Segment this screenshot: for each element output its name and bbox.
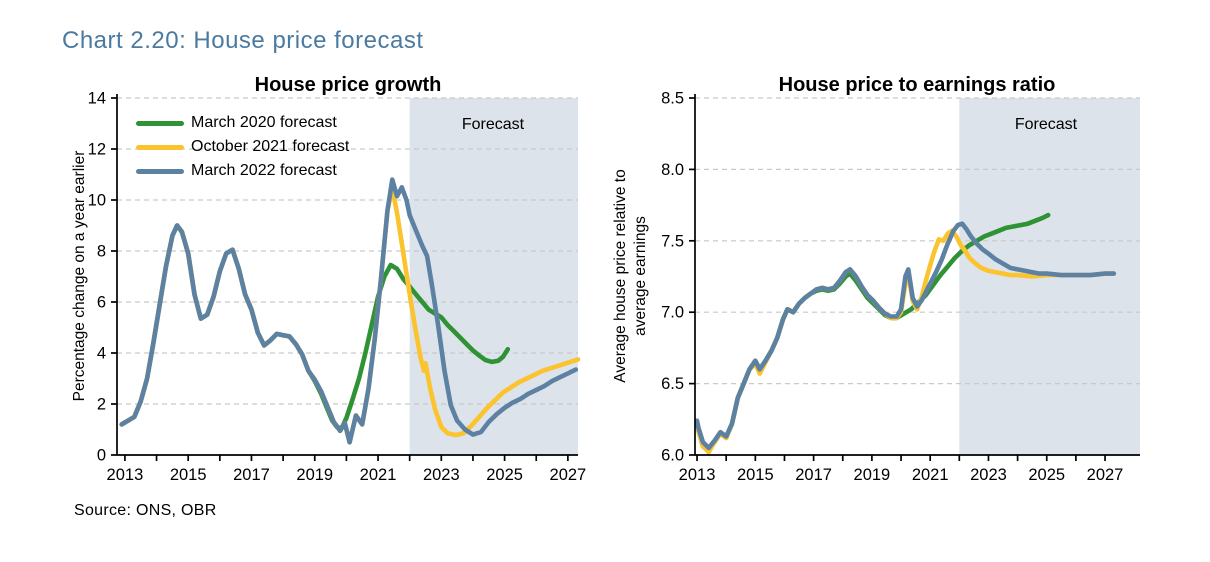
- forecast-label-growth: Forecast: [461, 116, 525, 133]
- x-tick-label: 2025: [486, 466, 523, 484]
- x-tick-label: 2027: [550, 466, 587, 484]
- forecast-band: [409, 98, 578, 455]
- x-tick-label: 2015: [737, 466, 774, 484]
- y-tick-label: 4: [97, 345, 106, 363]
- legend-label: March 2022 forecast: [191, 162, 337, 179]
- chart-title-ratio: House price to earnings ratio: [778, 74, 1056, 96]
- x-tick-label: 2027: [1087, 466, 1124, 484]
- y-tick-label: 8.0: [661, 161, 684, 179]
- legend-item-october-2021: October 2021 forecast: [136, 135, 349, 159]
- y-tick-label: 6.5: [661, 375, 684, 393]
- y-tick-label: 2: [97, 396, 106, 414]
- x-tick-label: 2015: [170, 466, 207, 484]
- y-tick-label: 6.0: [661, 447, 684, 465]
- x-tick-label: 2025: [1028, 466, 1065, 484]
- x-tick-label: 2019: [854, 466, 891, 484]
- y-tick-label: 0: [97, 447, 106, 465]
- x-tick-label: 2023: [423, 466, 460, 484]
- x-tick-label: 2021: [912, 466, 949, 484]
- y-tick-label: 10: [88, 192, 106, 210]
- legend-item-march-2022: March 2022 forecast: [136, 159, 349, 183]
- y-tick-label: 7.5: [661, 232, 684, 250]
- legend-label: March 2020 forecast: [191, 114, 337, 131]
- chart-legend: March 2020 forecast October 2021 forecas…: [136, 111, 349, 183]
- y-tick-label: 7.0: [661, 304, 684, 322]
- page-title: Chart 2.20: House price forecast: [62, 27, 424, 54]
- series-line-march-2022-forecast: [119, 177, 579, 445]
- x-tick-label: 2013: [107, 466, 144, 484]
- x-tick-label: 2021: [360, 466, 397, 484]
- x-tick-label: 2023: [970, 466, 1007, 484]
- legend-swatch-march-2022: [136, 168, 184, 174]
- legend-item-march-2020: March 2020 forecast: [136, 111, 349, 135]
- x-tick-label: 2013: [679, 466, 716, 484]
- x-tick-label: 2017: [233, 466, 270, 484]
- house-price-to-earnings-ratio-chart: 6.0 6.5 7.0 7.5 8.0 8.5 2013 2015 2017 2019 2021 20…: [661, 90, 1140, 484]
- x-tick-label: 2017: [795, 466, 832, 484]
- y-tick-label: 14: [88, 90, 106, 108]
- chart-title-growth: House price growth: [254, 74, 442, 96]
- y-tick-label: 12: [88, 141, 106, 159]
- y-tick-label: 8.5: [661, 90, 684, 108]
- forecast-label-ratio: Forecast: [1014, 116, 1078, 133]
- y-tick-label: 8: [97, 243, 106, 261]
- source-note: Source: ONS, OBR: [74, 502, 217, 519]
- legend-label: October 2021 forecast: [191, 138, 350, 155]
- series-line-march-2022-forecast: [694, 221, 1117, 451]
- y-tick-label: 6: [97, 294, 106, 312]
- legend-swatch-october-2021: [136, 144, 184, 150]
- house-price-growth-chart: 0 2 4 6 8 10 12 14 2013 2015 2017 2019 2021 2023 2025 2…: [88, 90, 587, 485]
- x-tick-label: 2019: [296, 466, 333, 484]
- legend-swatch-march-2020: [136, 120, 184, 126]
